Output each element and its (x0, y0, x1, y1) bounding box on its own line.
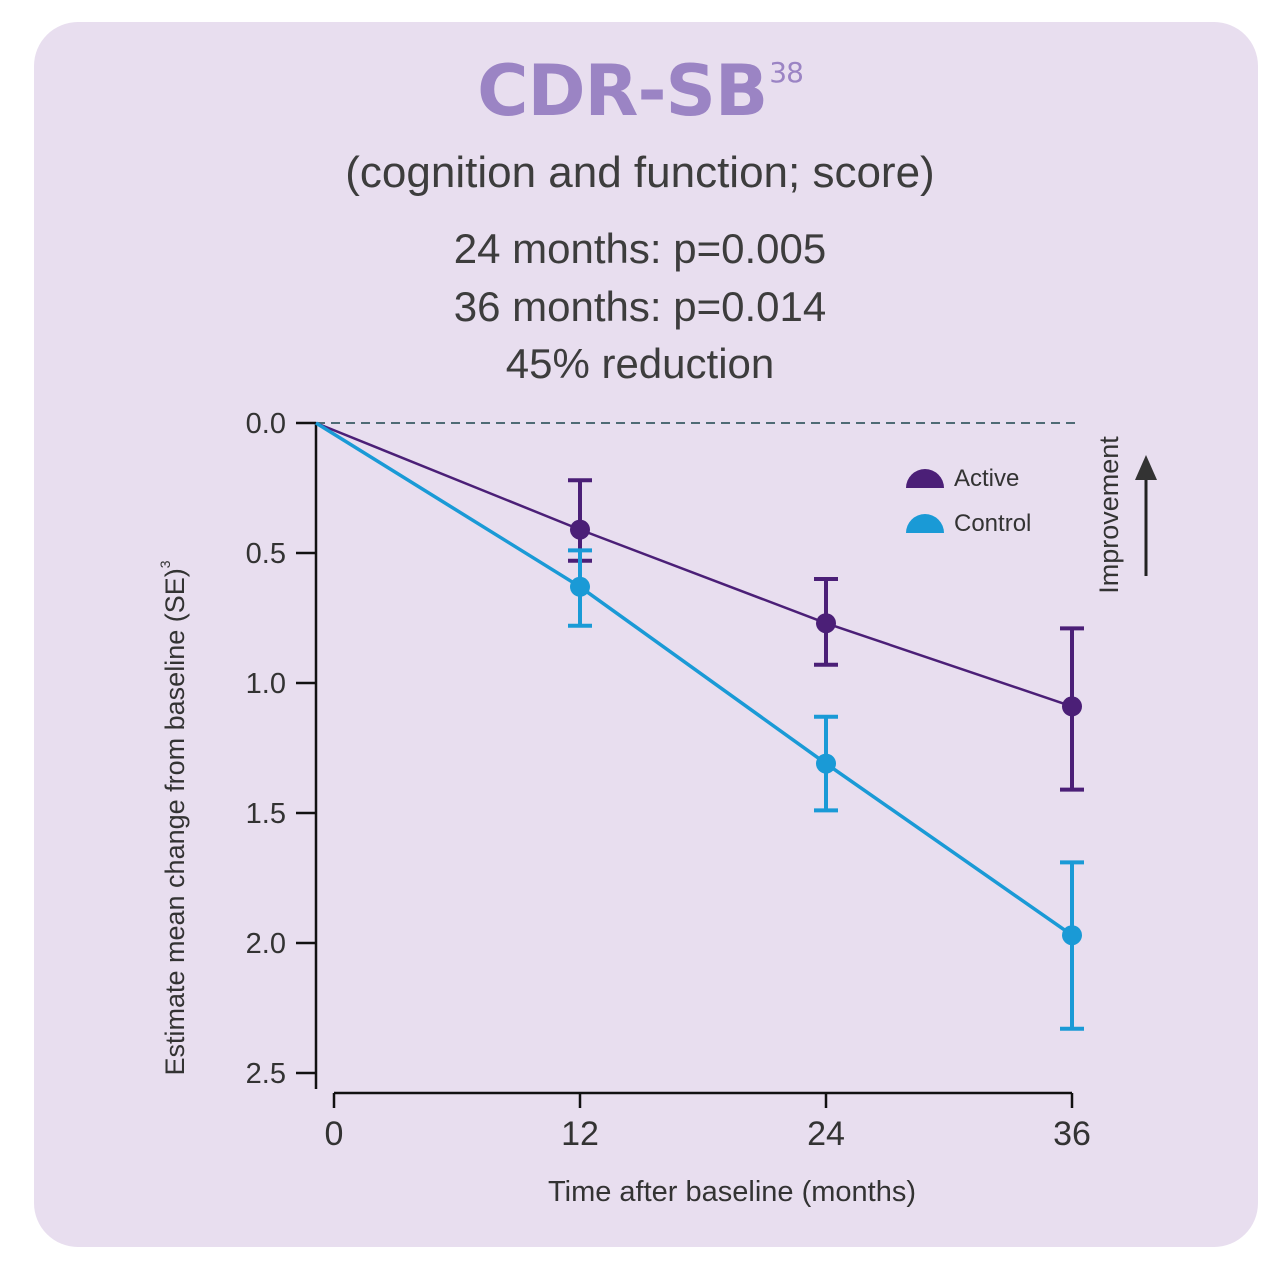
y-tick-label-0: 0.0 (246, 408, 286, 440)
control-legend-label: Control (954, 510, 1031, 537)
x-tick-label-3: 36 (1053, 1115, 1091, 1153)
active-point-24 (816, 613, 836, 634)
y-tick-label-5: 2.5 (246, 1058, 286, 1090)
stat-reduction: 45% reduction (505, 340, 775, 387)
improvement-label: Improvement (1094, 436, 1124, 594)
active-legend-label: Active (954, 465, 1019, 492)
stat-24-months: 24 months: p=0.005 (453, 225, 827, 272)
y-tick-label-4: 2.0 (246, 928, 286, 960)
active-point-36 (1062, 696, 1082, 717)
title-superscript: 38 (769, 56, 804, 89)
x-tick-label-2: 24 (807, 1115, 845, 1153)
y-tick-label-2: 1.0 (246, 668, 286, 700)
y-axis-title-text: Estimate mean change from baseline (SE) (160, 568, 190, 1075)
control-point-12 (570, 576, 590, 597)
y-axis-title: Estimate mean change from baseline (SE)3 (157, 560, 190, 1075)
x-axis-title: Time after baseline (months) (548, 1176, 916, 1208)
active-point-12 (570, 519, 590, 540)
stat-36-months: 36 months: p=0.014 (453, 283, 827, 330)
y-tick-label-3: 1.5 (246, 798, 286, 830)
chart-title: CDR-SB38 (0, 50, 1280, 132)
control-legend-marker (906, 514, 944, 533)
improvement-arrow-icon (1135, 455, 1157, 480)
control-point-36 (1062, 925, 1082, 946)
control-line (315, 421, 1074, 937)
active-line (315, 421, 1073, 708)
control-point-24 (816, 753, 836, 774)
x-tick-label-0: 0 (325, 1115, 344, 1153)
y-axis-title-superscript: 3 (157, 560, 173, 568)
title-text: CDR-SB (477, 50, 768, 132)
chart-subtitle: (cognition and function; score) (345, 148, 935, 197)
y-tick-label-1: 0.5 (246, 538, 286, 570)
active-legend-marker (906, 469, 944, 488)
x-tick-label-1: 12 (561, 1115, 599, 1153)
